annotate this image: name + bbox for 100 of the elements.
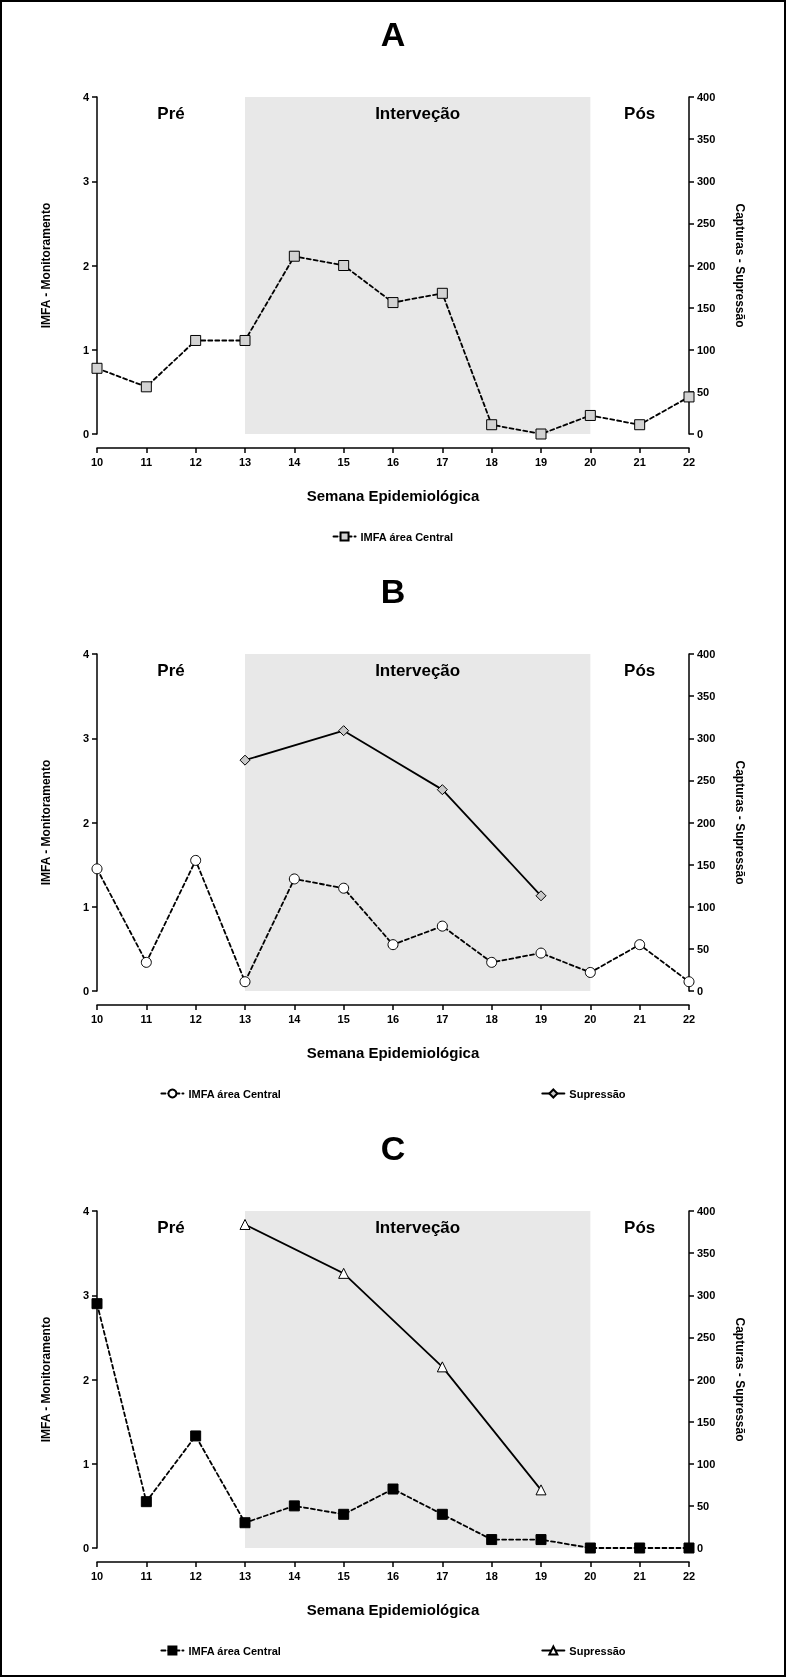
point: [436, 287, 448, 299]
point: [239, 334, 251, 346]
x-tick-label: 21: [633, 1012, 646, 1025]
point: [634, 939, 646, 951]
y2-tick-label: 150: [697, 858, 716, 871]
y2-tick-label: 0: [697, 428, 704, 440]
band-label: Interveção: [375, 1218, 461, 1237]
y2-tick-label: 400: [697, 648, 716, 660]
y2-tick-label: 150: [697, 1415, 716, 1428]
y-tick-label: 1: [82, 343, 89, 356]
y2-axis-title: Capturas - Supressão: [733, 1317, 747, 1442]
chart-title: C: [380, 1129, 406, 1167]
y2-tick-label: 200: [697, 816, 716, 829]
point: [436, 920, 448, 932]
x-tick-label: 10: [90, 1569, 104, 1582]
y2-tick-label: 350: [697, 690, 716, 703]
legend-label: IMFA área Central: [188, 1087, 281, 1100]
point: [535, 890, 547, 902]
point: [140, 381, 152, 393]
y-tick-label: 0: [82, 428, 89, 440]
point: [91, 1298, 103, 1310]
x-tick-label: 20: [584, 455, 597, 468]
x-tick-label: 18: [485, 1012, 498, 1025]
x-tick-label: 14: [288, 455, 302, 468]
x-tick-label: 21: [633, 1569, 646, 1582]
y2-tick-label: 300: [697, 1289, 716, 1302]
point: [486, 956, 498, 968]
x-tick-label: 12: [189, 1012, 202, 1025]
x-tick-label: 22: [682, 1569, 696, 1582]
x-tick-label: 13: [238, 1012, 252, 1025]
point: [239, 1218, 251, 1230]
x-tick-label: 12: [189, 1569, 202, 1582]
point: [338, 260, 350, 271]
legend-label: Supressão: [569, 1644, 626, 1657]
y2-tick-label: 250: [697, 774, 716, 787]
y-tick-label: 4: [82, 91, 90, 103]
point: [486, 1534, 498, 1546]
y-tick-label: 0: [82, 1542, 89, 1554]
y2-tick-label: 100: [697, 343, 716, 356]
point: [387, 297, 399, 309]
y-tick-label: 1: [82, 1457, 89, 1470]
x-axis-title: Semana Epidemiológica: [306, 487, 480, 504]
x-tick-label: 13: [238, 455, 252, 468]
point: [338, 1267, 350, 1279]
x-tick-label: 18: [485, 455, 498, 468]
y2-tick-label: 100: [697, 1457, 716, 1470]
x-tick-label: 21: [633, 455, 646, 468]
annotation: Pós: [624, 661, 656, 680]
point: [535, 428, 547, 440]
y2-tick-label: 50: [697, 942, 710, 955]
x-tick-label: 18: [485, 1569, 498, 1582]
y-tick-label: 4: [82, 648, 90, 660]
x-tick-label: 10: [90, 455, 104, 468]
x-tick-label: 16: [386, 1012, 400, 1025]
point: [535, 1534, 547, 1546]
point: [190, 334, 202, 346]
x-tick-label: 11: [140, 455, 153, 468]
point: [584, 1542, 596, 1554]
x-tick-label: 20: [584, 1569, 597, 1582]
x-tick-label: 17: [436, 455, 449, 468]
x-tick-label: 17: [436, 1569, 449, 1582]
y-tick-label: 0: [82, 985, 89, 997]
chart-title: B: [380, 572, 406, 610]
y-tick-label: 3: [82, 732, 89, 745]
point: [91, 863, 103, 875]
x-tick-label: 16: [386, 1569, 400, 1582]
point: [140, 956, 152, 968]
point: [288, 873, 300, 885]
x-tick-label: 11: [140, 1569, 153, 1582]
point: [683, 391, 695, 403]
x-tick-label: 19: [534, 1569, 548, 1582]
point: [239, 754, 251, 766]
y2-tick-label: 0: [697, 985, 704, 997]
y-axis-title: IMFA - Monitoramento: [39, 759, 53, 886]
x-tick-label: 12: [189, 455, 202, 468]
chart-title: A: [380, 15, 406, 53]
point: [634, 1542, 646, 1554]
y2-tick-label: 350: [697, 1247, 716, 1260]
y-tick-label: 3: [82, 1289, 89, 1302]
y2-tick-label: 50: [697, 1499, 710, 1512]
point: [683, 1542, 695, 1554]
x-tick-label: 22: [682, 1012, 696, 1025]
y2-tick-label: 200: [697, 259, 716, 272]
point: [436, 1361, 448, 1373]
point: [190, 854, 202, 866]
y2-tick-label: 200: [697, 1373, 716, 1386]
x-tick-label: 17: [436, 1012, 449, 1025]
y2-axis-title: Capturas - Supressão: [733, 760, 747, 885]
point: [634, 419, 646, 431]
point: [190, 1430, 202, 1442]
y2-tick-label: 250: [697, 1331, 716, 1344]
y-tick-label: 2: [82, 1373, 89, 1386]
point: [338, 1508, 350, 1520]
legend-label: IMFA área Central: [188, 1644, 281, 1657]
y2-tick-label: 400: [697, 91, 716, 103]
y-axis-title: IMFA - Monitoramento: [39, 1316, 53, 1443]
x-tick-label: 10: [90, 1012, 104, 1025]
annotation: Pós: [624, 1218, 656, 1237]
annotation: Pré: [157, 661, 185, 680]
x-tick-label: 19: [534, 1012, 548, 1025]
